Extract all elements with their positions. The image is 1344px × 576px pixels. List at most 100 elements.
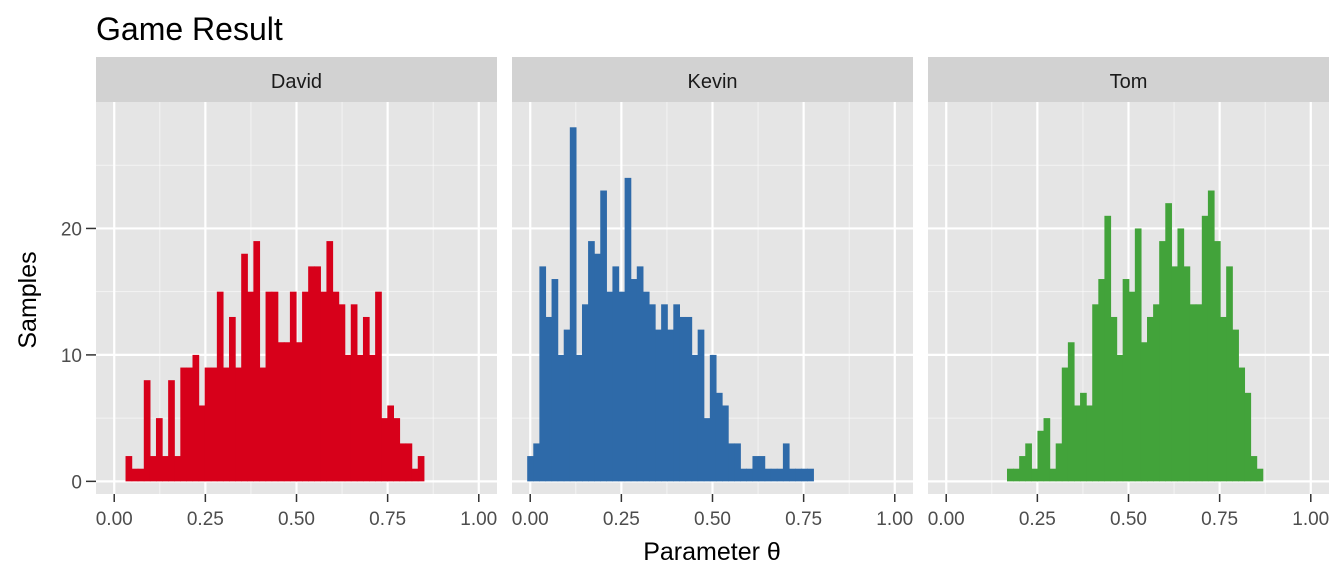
histogram-bar: [204, 367, 212, 482]
histogram-bar: [807, 468, 814, 482]
histogram-bar: [776, 468, 784, 482]
histogram-bar: [1226, 266, 1233, 482]
histogram-bar: [1013, 468, 1020, 482]
histogram-bar: [648, 304, 656, 482]
panel-tom: Tom 0.00 0.25 0.50 0.75 1.00: [928, 57, 1329, 530]
chart-title: Game Result: [96, 11, 283, 47]
histogram-bar: [1104, 215, 1112, 482]
x-tick-label: 0.25: [187, 509, 224, 530]
histogram-bar: [308, 266, 315, 482]
histogram-bar: [1037, 430, 1045, 482]
histogram-bar: [192, 354, 200, 482]
histogram-bar: [1049, 468, 1057, 482]
histogram-bar: [411, 468, 419, 482]
histogram-bar: [143, 380, 151, 482]
histogram-bar: [1019, 456, 1026, 482]
histogram-bar: [764, 468, 772, 482]
histogram-bar: [1086, 405, 1093, 482]
histogram-bar: [137, 468, 145, 482]
histogram-bar: [801, 468, 808, 482]
x-tick-label: 1.00: [460, 509, 497, 530]
histogram-bar: [691, 354, 699, 482]
histogram-bar: [551, 279, 559, 482]
histogram-bar: [338, 304, 346, 482]
histogram-bar: [326, 241, 334, 482]
x-tick-label: 0.50: [1110, 509, 1147, 530]
histogram-bar: [1098, 279, 1106, 482]
histogram-bar: [667, 329, 674, 482]
histogram-bar: [618, 291, 626, 482]
histogram-bar: [393, 418, 401, 482]
histogram-bar: [1006, 468, 1014, 482]
x-tick-label: 0.25: [1019, 509, 1056, 530]
histogram-bar: [563, 329, 571, 482]
histogram-bar: [387, 405, 394, 482]
histogram-bar: [1177, 228, 1185, 482]
histogram-bar: [222, 367, 230, 482]
histogram-bar: [752, 456, 760, 482]
histogram-bar: [1213, 241, 1221, 482]
histogram-bar: [728, 443, 735, 482]
histogram-bar: [1165, 203, 1172, 482]
x-tick-label: 1.00: [1292, 509, 1329, 530]
histogram-bar: [661, 304, 668, 482]
histogram-bar: [655, 329, 662, 482]
histogram-bar: [350, 304, 358, 482]
x-tick-label: 0.25: [603, 509, 640, 530]
histogram-bar: [569, 127, 577, 482]
histogram-bar: [1244, 392, 1252, 482]
x-tick-label: 0.75: [369, 509, 406, 530]
x-tick-label: 1.00: [876, 509, 913, 530]
x-tick-label: 0.00: [512, 509, 549, 530]
histogram-bar: [673, 304, 680, 482]
histogram-bar: [149, 456, 157, 482]
histogram-bar: [588, 241, 595, 482]
histogram-bar: [1195, 304, 1203, 482]
facet-strip-label: David: [271, 71, 322, 93]
histogram-bar: [265, 291, 273, 482]
panels-group: 0 10 20 David 0.00 0.25 0.50 0.75 1.00 Kevin 0.00 0…: [61, 57, 1329, 530]
histogram-bar: [539, 266, 547, 482]
histogram-bar: [770, 468, 778, 482]
histogram-bar: [241, 253, 248, 482]
histogram-bar: [527, 456, 534, 482]
histogram-bar: [581, 304, 589, 482]
histogram-bar: [715, 392, 723, 482]
panel-david: David 0.00 0.25 0.50 0.75 1.00: [96, 57, 497, 530]
histogram-bar: [344, 354, 352, 482]
histogram-bar: [216, 291, 224, 482]
histogram-bar: [1043, 418, 1051, 482]
histogram-bar: [399, 443, 407, 482]
histogram-bar: [697, 329, 705, 482]
histogram-bar: [1159, 241, 1166, 482]
histogram-bar: [1153, 304, 1160, 482]
x-axis-label: Parameter θ: [643, 538, 781, 566]
histogram-bar: [1122, 279, 1130, 482]
histogram-bar: [624, 177, 632, 482]
histogram-bar: [740, 468, 747, 482]
histogram-bar: [594, 253, 601, 482]
histogram-bar: [356, 354, 364, 482]
histogram-bar: [1207, 190, 1215, 482]
histogram-bar: [1232, 329, 1239, 482]
histogram-bar: [180, 367, 188, 482]
histogram-bar: [1220, 316, 1227, 482]
histogram-bar: [1080, 392, 1087, 482]
histogram-bar: [1140, 342, 1148, 482]
histogram-bar: [1171, 266, 1179, 482]
x-tick-label: 0.50: [694, 509, 731, 530]
facet-strip: [96, 57, 497, 102]
histogram-bar: [168, 380, 175, 482]
histogram-bar: [131, 468, 139, 482]
histogram-bar: [362, 316, 370, 482]
y-tick-label: 20: [61, 219, 82, 240]
x-tick-label: 0.50: [278, 509, 315, 530]
histogram-bar: [289, 291, 297, 482]
histogram-bar: [1250, 456, 1258, 482]
histogram-bar: [162, 456, 169, 482]
panel-kevin: Kevin 0.00 0.25 0.50 0.75 1.00: [512, 57, 913, 530]
histogram-bar: [1025, 443, 1032, 482]
histogram-bar: [636, 266, 644, 482]
histogram-bar: [1189, 304, 1197, 482]
